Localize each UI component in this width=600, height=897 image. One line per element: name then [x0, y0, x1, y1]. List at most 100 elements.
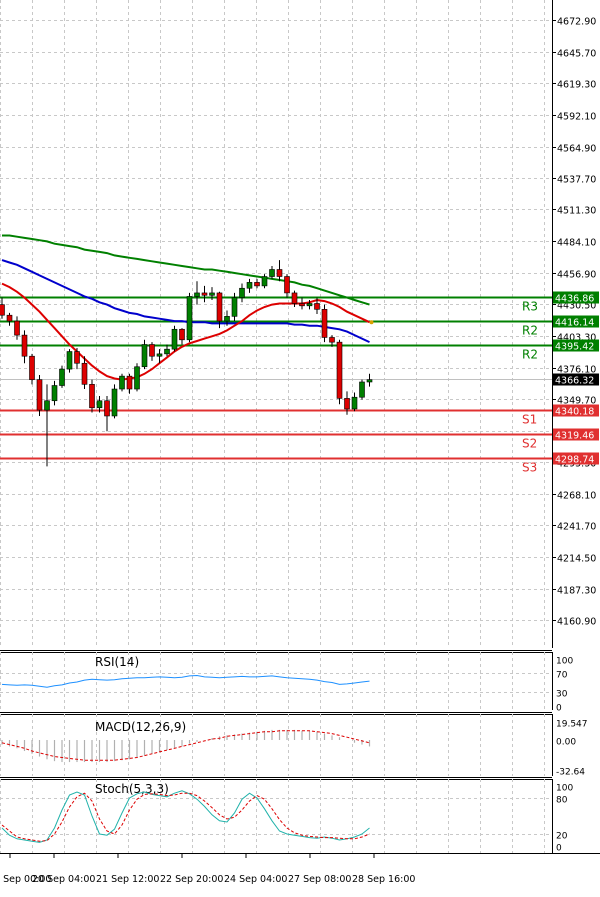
price-tick-label: 4376.10: [557, 365, 596, 376]
candle-body: [269, 269, 275, 277]
candle-body: [284, 276, 290, 294]
candle-body: [209, 292, 215, 296]
candle-body: [156, 353, 163, 357]
level-label: S1: [522, 413, 537, 427]
candle-body: [119, 375, 125, 390]
price-tick-label: 4645.70: [557, 49, 596, 60]
candle-body: [164, 348, 170, 355]
macd-panel: MACD(12,26,9): [1, 720, 371, 763]
time-tick-label: 24 Sep 04:00: [224, 874, 287, 885]
level-price-tag-text: 4436.86: [555, 294, 594, 305]
level-label: R2: [522, 348, 538, 362]
candle-body: [329, 337, 335, 343]
rsi-tick-label: 100: [556, 657, 573, 667]
current-price-tag-text: 4366.32: [555, 376, 594, 387]
price-tick-label: 4619.30: [557, 80, 596, 91]
candle-body: [171, 328, 178, 350]
price-tick-label: 4564.90: [557, 144, 596, 155]
macd-signal-line: [1, 730, 370, 761]
candle-body: [81, 362, 88, 385]
candle-body: [104, 400, 110, 417]
candle-body: [89, 384, 95, 409]
price-tick-label: 4187.30: [557, 586, 596, 597]
level-price-tag: [553, 452, 599, 465]
level-label: S2: [522, 437, 537, 451]
price-tick-label: 4241.70: [557, 522, 596, 533]
price-tick-label: 4214.50: [557, 554, 596, 565]
level-label: R2: [522, 324, 538, 338]
candle-body: [216, 292, 223, 322]
stoch-panel: Stoch(5,3,3): [0, 782, 552, 843]
candle-body: [66, 351, 73, 370]
candle-body: [96, 400, 103, 409]
price-tick-label: 4456.90: [557, 270, 596, 281]
candle-body: [194, 292, 200, 297]
level-price-tag: [553, 404, 599, 417]
candle-body: [141, 344, 148, 368]
stoch-tick-label: 80: [556, 796, 568, 806]
stoch-title: Stoch(5,3,3): [95, 782, 169, 796]
macd-title: MACD(12,26,9): [95, 720, 186, 734]
price-tick-label: 4268.10: [557, 491, 596, 502]
candle-body: [231, 297, 238, 317]
candle-body: [74, 351, 80, 364]
stoch-panel-area: [0, 779, 552, 853]
candle-body: [261, 276, 268, 287]
candle-body: [291, 292, 298, 304]
candle-body: [201, 292, 208, 296]
moving-averages: [1, 234, 374, 381]
time-tick-label: 21 Sep 12:00: [96, 874, 159, 885]
price-tick-label: 4349.70: [557, 396, 596, 407]
candle-body: [134, 366, 140, 390]
level-price-tag: [553, 339, 599, 352]
price-tick-label: 4160.90: [557, 617, 596, 628]
grid-lines: [0, 0, 552, 853]
candle-body: [111, 388, 118, 417]
candle-body: [29, 355, 35, 380]
price-tick-label: 4430.50: [557, 301, 596, 312]
macd-tick-label: 0.00: [556, 738, 576, 748]
candle-body: [36, 379, 43, 411]
current-price-tag: [553, 373, 599, 386]
candle-body: [239, 287, 245, 298]
stoch-signal-line: [1, 792, 370, 842]
candle-body: [321, 309, 328, 338]
ma-end-marker: [369, 320, 374, 325]
candle-body: [51, 385, 58, 402]
level-price-tag-text: 4340.18: [555, 407, 594, 418]
price-tick-label: 4511.30: [557, 206, 596, 217]
rsi-tick-label: 30: [556, 690, 568, 700]
candle-body: [179, 328, 185, 341]
level-price-tag: [553, 315, 599, 328]
moving-average-line: [2, 234, 370, 306]
stoch-main-line: [1, 790, 370, 843]
rsi-line: [1, 674, 370, 688]
level-price-tag-text: 4395.42: [555, 342, 594, 353]
moving-average-line: [1, 259, 370, 344]
candle-body: [21, 334, 28, 357]
rsi-title: RSI(14): [95, 655, 139, 669]
level-price-tag: [553, 428, 599, 441]
macd-tick-label: -32.64: [556, 768, 585, 778]
time-tick-label: 20 Sep 00:00: [0, 874, 51, 885]
level-price-tag: [553, 291, 599, 304]
level-price-tag-text: 4298.74: [555, 455, 594, 466]
candle-body: [344, 398, 350, 410]
macd-tick-label: 19.547: [556, 720, 588, 730]
stoch-tick-label: 0: [556, 844, 562, 854]
rsi-panel: RSI(14): [0, 655, 552, 693]
candle-body: [366, 379, 373, 383]
macd-panel-area: [0, 714, 552, 776]
candle-body: [186, 296, 193, 341]
price-tick-label: 4484.10: [557, 238, 596, 249]
candle-body: [44, 400, 50, 411]
candle-body: [149, 344, 155, 357]
candle-body: [336, 341, 343, 399]
candle-body: [224, 316, 230, 322]
candle-body: [254, 282, 260, 287]
pivot-levels: R3 R2 R2 S1 S2 S3: [0, 296, 552, 475]
candle-body: [59, 368, 65, 386]
candle-body: [314, 303, 320, 310]
